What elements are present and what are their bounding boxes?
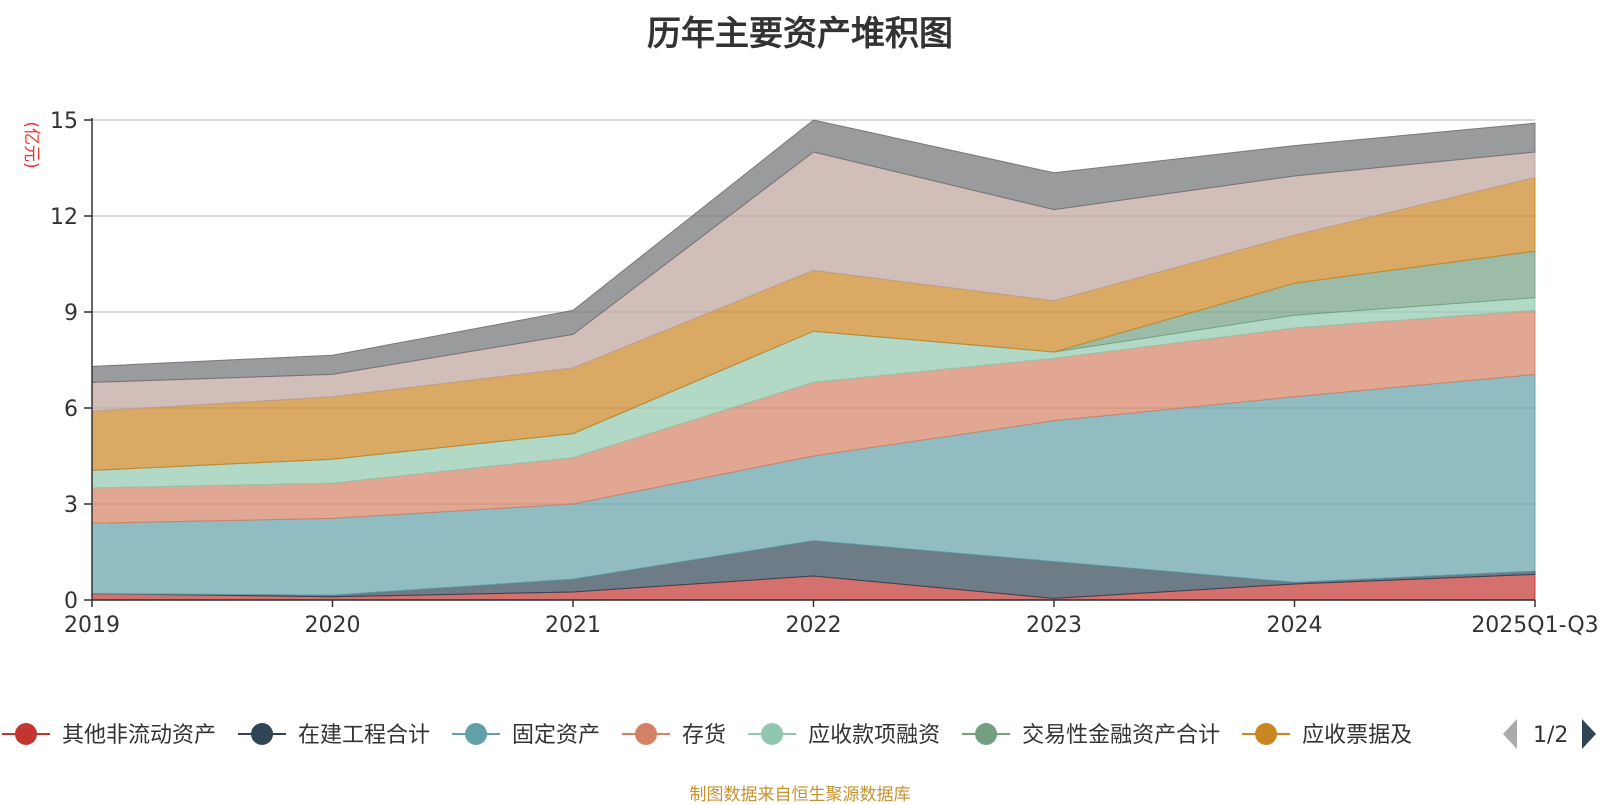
legend-label: 应收款项融资 — [808, 723, 940, 748]
legend: 其他非流动资产 在建工程合计 固定资产 存货 应收款项融资 交易性金融资产合计 应收票据及 1… — [2, 719, 1596, 749]
y-axis-unit-label: (亿元) — [21, 121, 41, 168]
x-tick-label: 2023 — [1026, 613, 1082, 638]
x-tick-label: 2025Q1-Q3 — [1471, 613, 1598, 638]
y-tick-label: 9 — [64, 301, 78, 326]
area-series-9[interactable] — [91, 119, 1536, 383]
legend-label: 在建工程合计 — [298, 723, 430, 748]
legend-item-1[interactable]: 其他非流动资产 — [2, 723, 216, 748]
legend-dot-icon — [251, 723, 274, 745]
y-tick-label: 6 — [64, 397, 78, 422]
legend-dot-icon — [15, 723, 37, 745]
legend-item-6[interactable]: 交易性金融资产合计 — [962, 723, 1220, 748]
y-tick-label: 15 — [50, 109, 78, 134]
legend-next-page-icon[interactable] — [1582, 719, 1596, 749]
legend-page-indicator: 1/2 — [1533, 723, 1568, 748]
y-tick-label: 3 — [64, 493, 78, 518]
legend-item-3[interactable]: 固定资产 — [452, 723, 600, 748]
legend-label: 交易性金融资产合计 — [1022, 723, 1220, 748]
x-tick-label: 2021 — [545, 613, 601, 638]
legend-label: 存货 — [682, 723, 726, 748]
legend-item-7[interactable]: 应收票据及 — [1242, 723, 1412, 748]
legend-item-4[interactable]: 存货 — [622, 723, 726, 748]
x-tick-label: 2019 — [64, 613, 120, 638]
legend-label: 其他非流动资产 — [62, 723, 216, 748]
chart-title: 历年主要资产堆积图 — [647, 14, 953, 54]
legend-item-5[interactable]: 应收款项融资 — [748, 723, 940, 748]
source-note: 制图数据来自恒生聚源数据库 — [689, 785, 911, 805]
y-tick-label: 12 — [50, 205, 78, 230]
legend-dot-icon — [635, 723, 658, 745]
legend-label: 固定资产 — [512, 723, 600, 748]
x-tick-label: 2024 — [1267, 613, 1323, 638]
legend-dot-icon — [1255, 723, 1278, 745]
y-tick-label: 0 — [64, 589, 78, 614]
legend-prev-page-icon[interactable] — [1503, 719, 1517, 749]
x-tick-label: 2022 — [786, 613, 842, 638]
legend-dot-icon — [465, 723, 488, 745]
legend-item-2[interactable]: 在建工程合计 — [238, 723, 430, 748]
legend-label: 应收票据及 — [1302, 723, 1412, 748]
legend-dot-icon — [761, 723, 784, 745]
area-series — [91, 119, 1536, 601]
x-tick-label: 2020 — [305, 613, 361, 638]
legend-dot-icon — [975, 723, 998, 745]
stacked-area-chart: 0 3 6 9 12 15 2019 2020 2021 2022 2023 2024 2025Q1-Q… — [2, 109, 1599, 749]
axes: 0 3 6 9 12 15 2019 2020 2021 2022 2023 2024 2025Q1-Q… — [50, 109, 1599, 638]
